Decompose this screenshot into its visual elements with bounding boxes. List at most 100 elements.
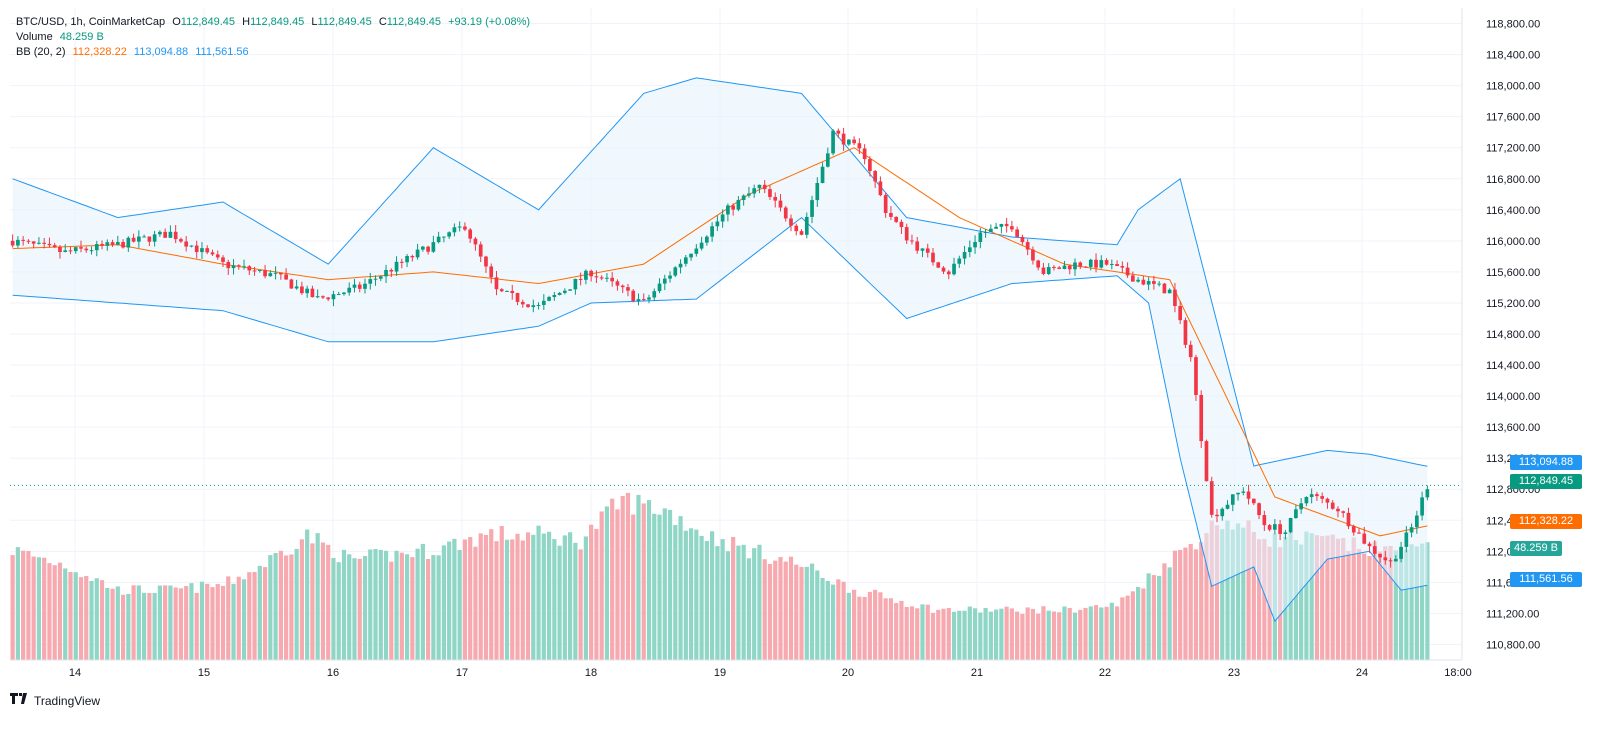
volume-bar [320, 542, 326, 660]
volume-bar [436, 555, 441, 660]
candle-body [1409, 527, 1414, 533]
candle-body [463, 226, 467, 230]
volume-bar [1041, 606, 1046, 660]
candle-body [1025, 242, 1030, 250]
candle-body [1357, 532, 1361, 534]
volume-bar [1188, 543, 1193, 660]
candle-body [825, 153, 830, 167]
candle-body [79, 247, 83, 249]
candle-body [384, 269, 388, 277]
volume-bar [1130, 591, 1135, 660]
volume-bar [1351, 537, 1356, 660]
volume-bar [894, 603, 899, 660]
volume-bar [1293, 539, 1298, 660]
candle-body [294, 286, 299, 289]
candle-body [804, 216, 809, 235]
tradingview-brand[interactable]: TradingView [10, 693, 100, 708]
volume-bar [347, 554, 352, 660]
candle-body [547, 297, 551, 301]
volume-bar [89, 581, 94, 660]
candle-body [10, 240, 15, 246]
candle-body [1388, 560, 1393, 562]
candle-body [920, 248, 925, 251]
legend-ohlc: BTC/USD, 1h, CoinMarketCap O112,849.45 H… [16, 15, 534, 30]
candle-body [478, 244, 483, 257]
volume-bar [546, 531, 552, 660]
candle-body [121, 241, 125, 248]
candle-body [773, 196, 778, 201]
volume-bar [1004, 606, 1009, 660]
candle-body [1178, 306, 1183, 321]
volume-bar [972, 608, 978, 660]
volume-bar [1246, 520, 1251, 660]
candle-body [363, 283, 367, 289]
y-tick-label: 115,600.00 [1486, 267, 1540, 279]
y-tick-label: 115,200.00 [1486, 298, 1540, 310]
candle-body [847, 139, 851, 145]
candle-body [179, 239, 183, 242]
candle-body [789, 218, 793, 226]
volume-bar [1341, 537, 1346, 660]
volume-bar [568, 532, 573, 660]
volume-bar [1062, 606, 1067, 660]
candle-body [378, 276, 383, 279]
volume-bar [1309, 533, 1314, 660]
candle-body [715, 221, 720, 227]
volume-bar [1067, 608, 1072, 660]
candle-body [336, 294, 341, 296]
volume-bar [410, 557, 415, 660]
candle-body [973, 241, 977, 248]
volume-bar [873, 589, 878, 660]
candle-body [620, 285, 625, 288]
volume-bar [904, 606, 909, 660]
candle-body [1262, 515, 1267, 526]
candle-body [1088, 259, 1093, 267]
candle-body [1220, 508, 1225, 517]
volume-bar [431, 555, 436, 660]
volume-bar [1362, 553, 1367, 660]
x-tick-label: 22 [1099, 667, 1111, 679]
volume-bar [184, 586, 189, 660]
volume-bar [1141, 588, 1146, 660]
volume-bar [52, 565, 57, 660]
candle-body [105, 242, 110, 246]
candle-body [1304, 496, 1309, 504]
candle-body [126, 237, 131, 248]
volume-bar [68, 572, 73, 660]
volume-bar [852, 589, 857, 660]
volume-bar [447, 541, 452, 660]
candle-body [1073, 262, 1077, 270]
candle-body [1336, 508, 1340, 512]
volume-bar [1120, 597, 1125, 660]
volume-bar [136, 585, 141, 660]
candle-body [552, 294, 557, 298]
candle-body [1167, 289, 1172, 294]
bollinger-lower-line [12, 216, 1428, 623]
x-tick-label: 18:00 [1444, 667, 1472, 679]
volume-bar [110, 588, 115, 660]
volume-bar [599, 511, 604, 660]
volume-bar [925, 604, 930, 660]
candle-body [741, 195, 746, 200]
volume-bar [157, 585, 162, 660]
volume-bar [746, 558, 752, 660]
candle-body [1215, 514, 1219, 517]
x-tick-label: 21 [971, 667, 983, 679]
volume-bar [983, 608, 988, 660]
legend-bb: BB (20, 2) 112,328.22 113,094.88 111,561… [16, 45, 253, 60]
volume-bar [331, 558, 336, 660]
candle-body [515, 293, 520, 302]
candle-body [373, 278, 378, 280]
volume-bar [1383, 546, 1388, 660]
candle-body [1241, 491, 1246, 493]
candle-body [1425, 489, 1430, 498]
y-tick-label: 113,600.00 [1486, 422, 1540, 434]
candle-body [689, 253, 693, 258]
candle-body [310, 288, 315, 298]
y-tick-label: 114,800.00 [1486, 329, 1540, 341]
candle-body [1393, 558, 1398, 562]
candle-body [1294, 509, 1298, 519]
volume-bar [1299, 544, 1304, 660]
price-label-volume: 48.259 B [1510, 541, 1562, 556]
